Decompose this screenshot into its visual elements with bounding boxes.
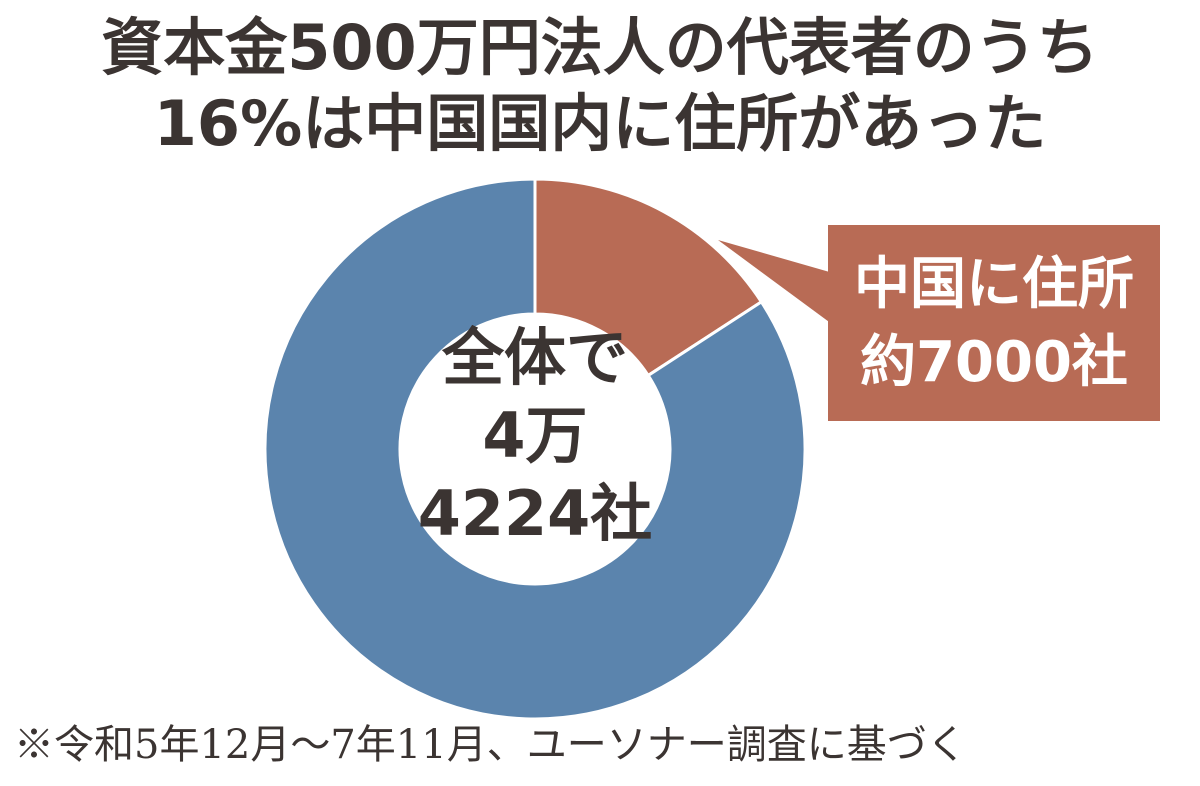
value-label: 約7000社 bbox=[860, 330, 1128, 395]
donut bbox=[263, 177, 807, 721]
chart-title: 16%は中国国内に住所があった bbox=[154, 87, 1046, 160]
center-label: 4万 bbox=[482, 399, 587, 472]
chart-title: 資本金500万円法人の代表者のうち bbox=[101, 11, 1098, 84]
center-label: 4224社 bbox=[418, 477, 653, 550]
callout-pointer bbox=[718, 240, 840, 330]
donut-slice bbox=[263, 177, 807, 721]
donut-slice bbox=[533, 177, 764, 378]
note: ※令和5年12月～7年11月、ユーソナー調査に基づく bbox=[14, 722, 967, 768]
callout-box bbox=[828, 225, 1160, 421]
center-label: 全体で bbox=[441, 321, 628, 394]
category-label: 中国に住所 bbox=[854, 252, 1134, 317]
